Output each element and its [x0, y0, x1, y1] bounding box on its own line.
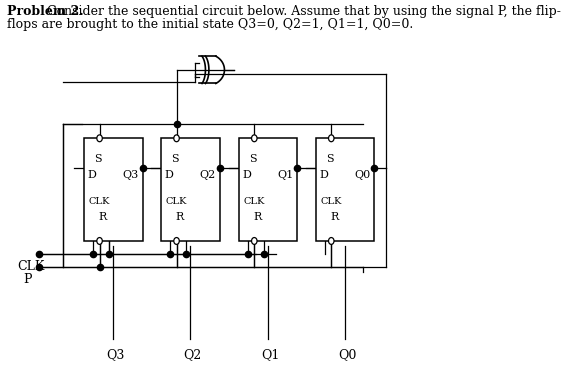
Text: R: R [176, 212, 184, 222]
Text: Q3: Q3 [107, 349, 125, 361]
Text: CLK: CLK [89, 197, 110, 206]
Text: R: R [253, 212, 262, 222]
Text: CLK: CLK [17, 260, 44, 273]
Text: CLK: CLK [165, 197, 187, 206]
Text: Q2: Q2 [183, 349, 202, 361]
Text: S: S [94, 154, 102, 164]
Text: CLK: CLK [320, 197, 341, 206]
Bar [84, 138, 143, 241]
Circle shape [97, 135, 102, 142]
Circle shape [252, 135, 257, 142]
Text: Q1: Q1 [277, 170, 293, 180]
Text: R: R [99, 212, 107, 222]
Text: Consider the sequential circuit below. Assume that by using the signal P, the fl: Consider the sequential circuit below. A… [7, 5, 561, 18]
Text: S: S [171, 154, 179, 164]
Text: S: S [326, 154, 333, 164]
Circle shape [174, 135, 179, 142]
Bar [161, 138, 220, 241]
Text: CLK: CLK [243, 197, 265, 206]
Text: Q0: Q0 [339, 349, 357, 361]
Text: P: P [23, 273, 32, 286]
Text: Q1: Q1 [261, 349, 280, 361]
Text: D: D [243, 170, 252, 180]
Text: Q0: Q0 [354, 170, 370, 180]
Text: D: D [319, 170, 328, 180]
Circle shape [97, 238, 102, 245]
Circle shape [252, 238, 257, 245]
Circle shape [328, 135, 334, 142]
Text: D: D [165, 170, 174, 180]
Bar [239, 138, 298, 241]
Circle shape [328, 238, 334, 245]
Bar [316, 138, 374, 241]
Text: Q3: Q3 [122, 170, 139, 180]
Text: R: R [331, 212, 339, 222]
Text: Q2: Q2 [199, 170, 216, 180]
Text: Problem 2.: Problem 2. [7, 5, 83, 18]
Text: D: D [88, 170, 97, 180]
Text: S: S [249, 154, 256, 164]
Text: flops are brought to the initial state Q3=0, Q2=1, Q1=1, Q0=0.: flops are brought to the initial state Q… [7, 18, 413, 31]
Circle shape [174, 238, 179, 245]
